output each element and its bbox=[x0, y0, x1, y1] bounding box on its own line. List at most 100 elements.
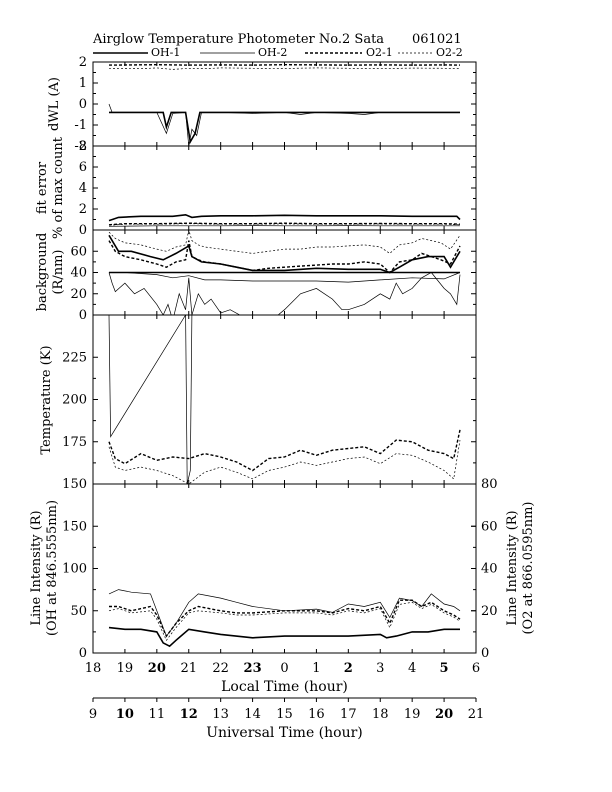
local-time-axis-label: Local Time (hour) bbox=[221, 679, 348, 695]
series-line-oh-1b bbox=[108, 234, 461, 274]
series-line-oh-2 bbox=[108, 315, 196, 484]
y-axis-label: Temperature (K) bbox=[39, 345, 54, 454]
local-time-tick-label: 22 bbox=[212, 661, 229, 676]
series-line-o2-2 bbox=[108, 230, 461, 254]
y-axis-label: dWL (A) bbox=[47, 77, 62, 131]
panel-temperature: 150 175 200 225 Temperature (K) bbox=[39, 314, 477, 492]
series-line-oh-2 bbox=[108, 103, 460, 146]
ut-tick-label: 18 bbox=[372, 707, 389, 722]
y-axis-label: background bbox=[35, 233, 50, 312]
panel-fit-error: 0 2 4 6 8 fit error% of max count bbox=[35, 136, 477, 239]
y-axis-label-secondary: (OH at 846.5555nm) bbox=[45, 500, 60, 636]
y-right-tick-label: 40 bbox=[481, 562, 498, 577]
y-right-tick-label: 80 bbox=[481, 477, 498, 492]
panel-frame bbox=[92, 145, 477, 231]
y-tick-label: 6 bbox=[79, 160, 87, 175]
chart-title: Airglow Temperature Photometer No.2 Sata bbox=[92, 32, 384, 47]
chart-panels: -2 -1 0 1 2 dWL (A) 0 2 4 6 8 fit error% of max cou… bbox=[29, 55, 536, 661]
y-tick-label: -1 bbox=[74, 118, 87, 133]
y-tick-label: -2 bbox=[74, 139, 87, 154]
local-time-tick-label: 5 bbox=[440, 661, 449, 676]
legend-label-oh-2: OH-2 bbox=[258, 46, 287, 59]
y-tick-label: 8 bbox=[79, 139, 87, 154]
y-tick-label: 2 bbox=[79, 55, 87, 70]
panel-frame bbox=[92, 483, 477, 654]
chart-date: 061021 bbox=[412, 32, 462, 47]
y-tick-label: 4 bbox=[79, 181, 87, 196]
y-tick-label: 0 bbox=[79, 223, 87, 238]
series-line-oh-1 bbox=[108, 213, 461, 222]
ut-tick-label: 14 bbox=[244, 707, 261, 722]
ut-tick-label: 9 bbox=[89, 707, 97, 722]
ut-tick-label: 13 bbox=[212, 707, 229, 722]
y-axis-label: Line Intensity (R) bbox=[29, 510, 44, 625]
y-tick-label: 0 bbox=[79, 308, 87, 323]
local-time-tick-label: 4 bbox=[408, 661, 416, 676]
y-tick-label: 0 bbox=[79, 97, 87, 112]
ut-tick-label: 10 bbox=[116, 707, 134, 722]
series-line-oh-1 bbox=[109, 111, 460, 145]
y-axis-label-secondary: (R/nm) bbox=[51, 249, 66, 294]
legend-label-o2-1: O2-1 bbox=[366, 46, 393, 59]
y-tick-label: 100 bbox=[62, 562, 87, 577]
series-line-o2-2 bbox=[108, 440, 461, 484]
local-time-tick-label: 6 bbox=[472, 661, 480, 676]
y-tick-label: 200 bbox=[62, 393, 87, 408]
series-line-o2-1 bbox=[109, 599, 461, 638]
local-time-tick-label: 1 bbox=[312, 661, 320, 676]
y-right-tick-label: 60 bbox=[481, 519, 498, 534]
series-line-o2-2 bbox=[108, 223, 461, 226]
y-right-axis-label-secondary: (O2 at 866.0595nm) bbox=[521, 501, 536, 634]
panel-frame bbox=[92, 61, 477, 147]
panel-background: 0 20 40 60 background (R/nm) bbox=[35, 229, 477, 323]
y-tick-label: 60 bbox=[70, 244, 87, 259]
local-time-tick-label: 18 bbox=[85, 661, 102, 676]
ut-tick-label: 20 bbox=[435, 707, 453, 722]
y-tick-label: 150 bbox=[62, 519, 87, 534]
local-time-tick-label: 2 bbox=[344, 661, 353, 676]
y-tick-label: 0 bbox=[79, 646, 87, 661]
y-right-tick-label: 20 bbox=[481, 604, 498, 619]
legend-label-o2-2: O2-2 bbox=[436, 46, 463, 59]
ut-tick-label: 17 bbox=[340, 707, 357, 722]
y-right-tick-label: 0 bbox=[481, 646, 489, 661]
local-time-tick-label: 20 bbox=[148, 661, 166, 676]
y-axis-label-secondary: % of max count bbox=[51, 136, 66, 239]
legend: OH-1 OH-2 O2-1 O2-2 bbox=[93, 46, 463, 59]
y-tick-label: 175 bbox=[62, 435, 87, 450]
y-tick-label: 20 bbox=[70, 287, 87, 302]
series-line-oh-2 bbox=[108, 225, 460, 227]
legend-label-oh-1: OH-1 bbox=[151, 46, 180, 59]
ut-tick-label: 15 bbox=[276, 707, 293, 722]
ut-tick-label: 21 bbox=[468, 707, 485, 722]
series-line-o2-2 bbox=[108, 67, 461, 70]
series-line-oh-2b bbox=[109, 272, 461, 283]
series-line-o2-2 bbox=[108, 601, 461, 641]
series-line-o2-1 bbox=[108, 222, 461, 226]
ut-tick-label: 16 bbox=[308, 707, 325, 722]
ut-tick-label: 19 bbox=[404, 707, 421, 722]
series-line-o2-1 bbox=[108, 240, 461, 274]
y-tick-label: 2 bbox=[79, 202, 87, 217]
ut-tick-label: 12 bbox=[180, 707, 198, 722]
ut-tick-label: 11 bbox=[149, 707, 166, 722]
series-line-oh-2 bbox=[108, 272, 461, 315]
local-time-tick-label: 21 bbox=[180, 661, 197, 676]
panel-frame bbox=[92, 314, 477, 485]
y-tick-label: 225 bbox=[62, 350, 87, 365]
y-axis-label: fit error bbox=[35, 161, 50, 214]
local-time-tick-label: 19 bbox=[117, 661, 134, 676]
y-tick-label: 150 bbox=[62, 477, 87, 492]
y-right-axis-label: Line Intensity (R) bbox=[505, 510, 520, 625]
local-time-tick-label: 0 bbox=[280, 661, 288, 676]
local-time-tick-label: 3 bbox=[376, 661, 384, 676]
local-time-tick-label: 23 bbox=[244, 661, 262, 676]
y-tick-label: 1 bbox=[79, 76, 87, 91]
ut-axis-label: Universal Time (hour) bbox=[206, 725, 363, 741]
series-line-oh-1 bbox=[108, 626, 460, 648]
y-tick-label: 40 bbox=[70, 266, 87, 281]
panel-dwl: -2 -1 0 1 2 dWL (A) bbox=[47, 55, 477, 154]
